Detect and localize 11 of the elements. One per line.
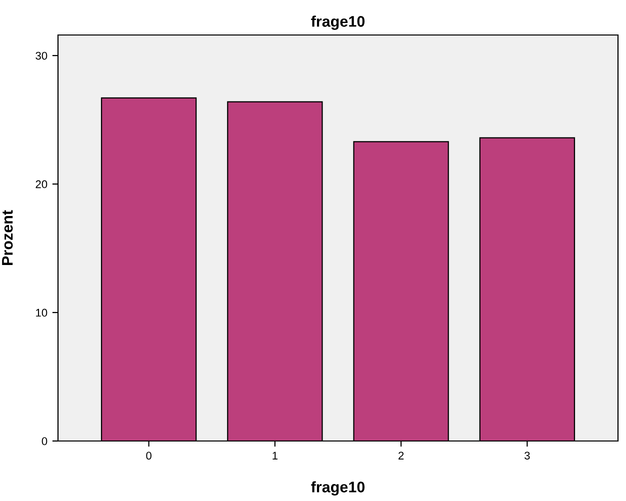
y-tick-label: 20 (36, 180, 48, 188)
x-axis-title: frage10 (311, 481, 365, 496)
chart-title: frage10 (311, 16, 365, 30)
x-tick-label: 3 (524, 452, 530, 460)
y-tick-label: 10 (36, 308, 48, 317)
y-tick-label: 30 (36, 52, 48, 60)
y-axis-title: Prozent (2, 210, 13, 265)
y-tick-label: 0 (42, 437, 48, 446)
x-tick-label: 0 (146, 452, 152, 460)
x-tick-label: 2 (398, 452, 404, 460)
x-tick-label: 1 (272, 452, 278, 460)
